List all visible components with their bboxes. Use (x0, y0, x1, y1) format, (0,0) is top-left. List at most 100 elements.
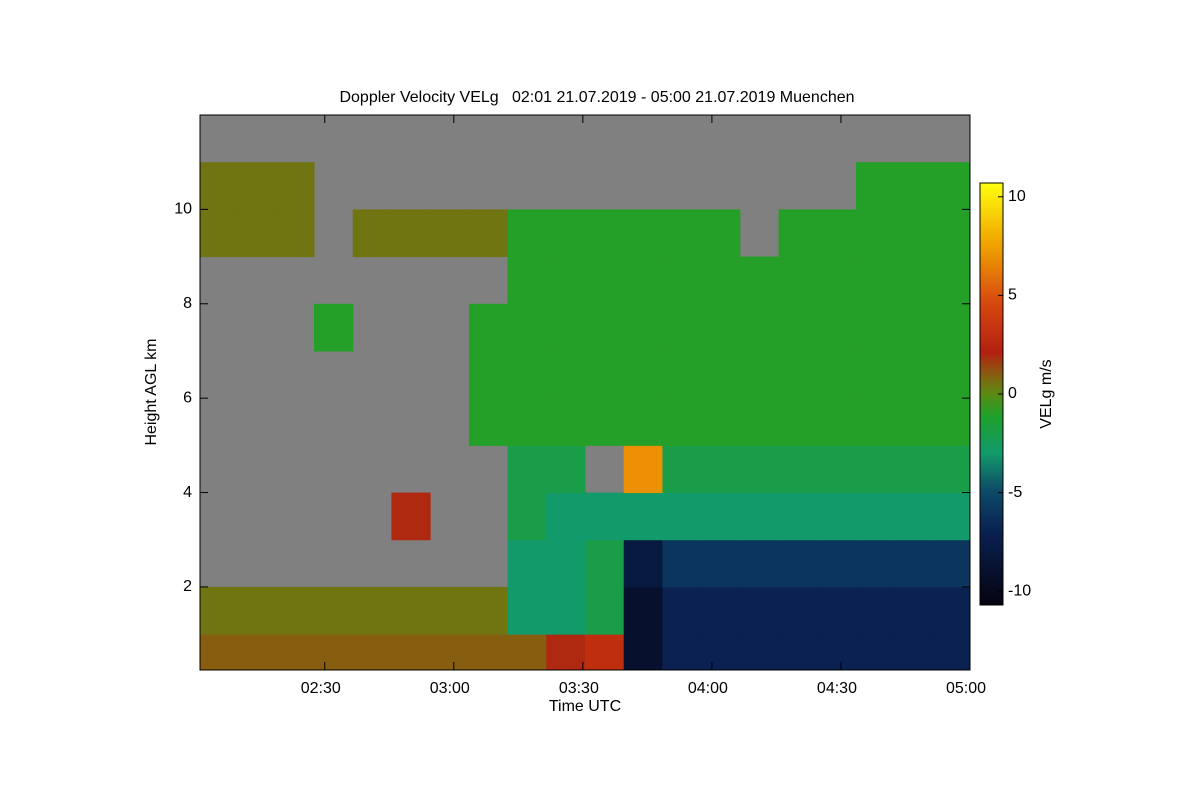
heatmap-cell (778, 539, 818, 588)
heatmap-cell (701, 445, 741, 494)
heatmap-cell (701, 209, 741, 258)
heatmap-cell (662, 586, 702, 635)
heatmap-cell (856, 256, 896, 305)
heatmap-cell (739, 303, 780, 352)
heatmap-cell (817, 586, 857, 635)
heatmap-cell (701, 586, 741, 635)
x-tick-label: 04:30 (817, 680, 857, 697)
heatmap-cell (275, 209, 315, 258)
heatmap-cell (739, 634, 780, 670)
heatmap-cell (894, 162, 934, 210)
heatmap-cell (623, 209, 663, 258)
heatmap-cell (546, 445, 586, 494)
heatmap-cell (817, 398, 857, 446)
heatmap-cell (778, 445, 818, 494)
heatmap-cell (507, 398, 547, 446)
heatmap-cell (701, 539, 741, 588)
heatmap-cell (275, 162, 315, 210)
x-tick-label: 04:00 (688, 680, 728, 697)
heatmap-cell (739, 539, 780, 588)
heatmap-cell (430, 634, 470, 670)
heatmap-cell (546, 256, 586, 305)
heatmap-cell (894, 398, 934, 446)
heatmap-cell (313, 634, 354, 670)
heatmap-cell (623, 539, 663, 588)
heatmap-cell (585, 398, 625, 446)
x-tick-label: 02:30 (301, 680, 341, 697)
heatmap-cell (662, 539, 702, 588)
heatmap-cell (585, 492, 625, 541)
heatmap-cell (701, 398, 741, 446)
heatmap-cell (933, 256, 970, 305)
heatmap-cell (662, 350, 702, 399)
heatmap-cell (430, 209, 470, 258)
heatmap-cell (817, 539, 857, 588)
heatmap-cell (701, 634, 741, 670)
heatmap-cell (546, 398, 586, 446)
heatmap-cell (391, 492, 431, 541)
x-tick-label: 03:00 (430, 680, 470, 697)
heatmap-cell (585, 209, 625, 258)
heatmap-cell (894, 303, 934, 352)
heatmap-cell (468, 634, 509, 670)
heatmap-cell (200, 586, 238, 635)
x-tick-label: 05:00 (946, 680, 986, 697)
heatmap-cell (933, 209, 970, 258)
colorbar-tick-label: -10 (1008, 582, 1031, 599)
heatmap-cell (701, 492, 741, 541)
colorbar-tick-label: 5 (1008, 287, 1017, 304)
heatmap-cell (236, 634, 276, 670)
heatmap (200, 115, 970, 670)
heatmap-cell (623, 634, 663, 670)
chart-title: Doppler Velocity VELg 02:01 21.07.2019 -… (339, 89, 854, 106)
heatmap-cell (739, 492, 780, 541)
heatmap-cell (585, 586, 625, 635)
heatmap-cell (778, 209, 818, 258)
heatmap-cell (856, 350, 896, 399)
colorbar-tick-label: 10 (1008, 188, 1026, 205)
heatmap-cell (623, 398, 663, 446)
heatmap-cell (313, 303, 354, 352)
heatmap-cell (933, 492, 970, 541)
heatmap-cell (739, 256, 780, 305)
heatmap-cell (507, 586, 547, 635)
heatmap-cell (585, 350, 625, 399)
heatmap-cell (275, 634, 315, 670)
heatmap-cell (856, 209, 896, 258)
heatmap-cell (778, 586, 818, 635)
heatmap-cell (933, 162, 970, 210)
heatmap-cell (546, 586, 586, 635)
heatmap-cell (933, 586, 970, 635)
heatmap-cell (623, 492, 663, 541)
heatmap-cell (391, 586, 431, 635)
heatmap-cell (933, 445, 970, 494)
heatmap-cell (817, 256, 857, 305)
heatmap-cell (468, 303, 509, 352)
heatmap-cell (546, 303, 586, 352)
heatmap-cell (739, 398, 780, 446)
heatmap-cell (778, 492, 818, 541)
heatmap-cell (507, 539, 547, 588)
heatmap-cell (856, 586, 896, 635)
heatmap-cell (352, 634, 392, 670)
heatmap-cell (468, 209, 509, 258)
heatmap-cell (817, 303, 857, 352)
heatmap-cell (662, 398, 702, 446)
heatmap-cell (623, 303, 663, 352)
heatmap-cell (236, 209, 276, 258)
heatmap-cell (894, 256, 934, 305)
heatmap-cell (430, 586, 470, 635)
heatmap-cell (933, 398, 970, 446)
heatmap-cell (739, 586, 780, 635)
heatmap-cell (778, 256, 818, 305)
heatmap-cell (894, 350, 934, 399)
heatmap-cell (585, 256, 625, 305)
y-tick-label: 8 (183, 295, 192, 312)
heatmap-cell (352, 586, 392, 635)
heatmap-cell (739, 350, 780, 399)
heatmap-cell (817, 209, 857, 258)
heatmap-cell (468, 398, 509, 446)
heatmap-cell (933, 350, 970, 399)
y-axis-label: Height AGL km (143, 338, 160, 445)
y-tick-label: 4 (183, 484, 192, 501)
